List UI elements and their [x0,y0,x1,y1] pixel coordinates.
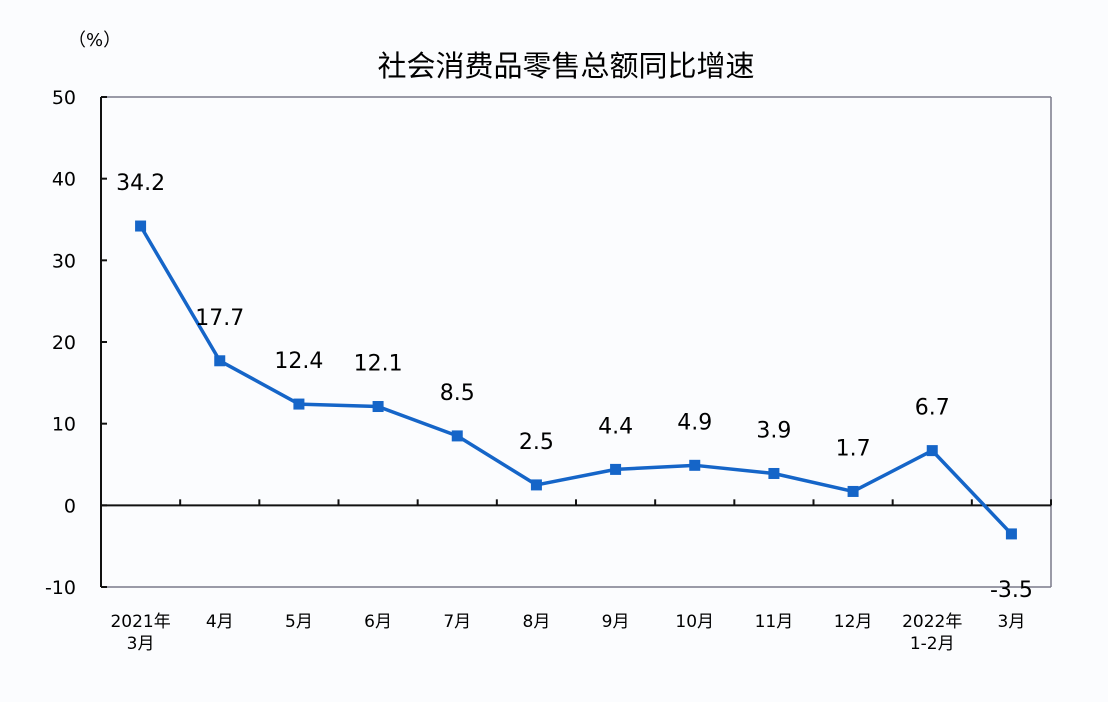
chart-title: 社会消费品零售总额同比增速 [377,49,754,83]
x-tick-label: 3月 [998,612,1026,632]
data-point-marker [610,463,622,475]
x-tick-label: 5月 [285,612,313,632]
y-unit-label: （%） [68,30,121,51]
data-point-marker [135,220,147,232]
data-point-marker [530,479,542,491]
data-label: -3.5 [990,578,1033,603]
data-label: 4.9 [677,410,712,435]
data-label: 3.9 [756,418,791,443]
x-tick-label: 2021年 3月 [110,612,170,654]
x-tick-label: 4月 [206,612,234,632]
y-tick-label: 0 [64,495,76,517]
y-tick-label: 40 [52,169,76,191]
y-tick-label: 30 [52,250,76,272]
data-point-marker [1005,528,1017,540]
data-label: 4.4 [598,414,633,439]
x-tick-label: 9月 [602,612,630,632]
x-tick-label: 6月 [364,612,392,632]
data-point-marker [214,355,226,367]
data-point-marker [293,398,305,410]
data-point-marker [768,467,780,479]
data-point-marker [372,401,384,413]
x-tick-label: 8月 [523,612,551,632]
data-label: 17.7 [195,306,244,331]
data-label: 6.7 [915,396,950,421]
data-point-marker [689,459,701,471]
x-tick-label: 2022年 1-2月 [902,612,962,654]
x-tick-label: 11月 [755,612,794,632]
data-point-marker [451,430,463,442]
data-label: 34.2 [116,171,165,196]
data-point-marker [926,445,938,457]
x-tick-label: 12月 [834,612,873,632]
data-label: 1.7 [836,436,871,461]
data-point-marker [847,485,859,497]
x-axis: 2021年 3月 4月 5月 6月 7月 8月 9月 10月 11月 12月 2022年 1-2月 3月 [101,499,1052,654]
x-tick-label: 10月 [675,612,714,632]
series-line [139,225,1013,536]
y-tick-label: -10 [45,577,76,599]
data-label: 2.5 [519,430,554,455]
y-tick-label: 50 [52,87,76,109]
y-tick-label: 10 [52,414,76,436]
data-label: 12.4 [274,349,323,374]
data-label: 8.5 [440,381,475,406]
x-tick-label: 7月 [443,612,471,632]
data-label: 12.1 [354,352,403,377]
data-series: 34.2 17.7 12.4 12.1 8.5 2.5 4.4 4.9 3.9 1.7 6.7 -3.… [116,171,1033,603]
plot-frame [101,96,1052,588]
y-tick-label: 20 [52,332,76,354]
y-axis: -10 0 10 20 30 40 50 [45,87,107,599]
